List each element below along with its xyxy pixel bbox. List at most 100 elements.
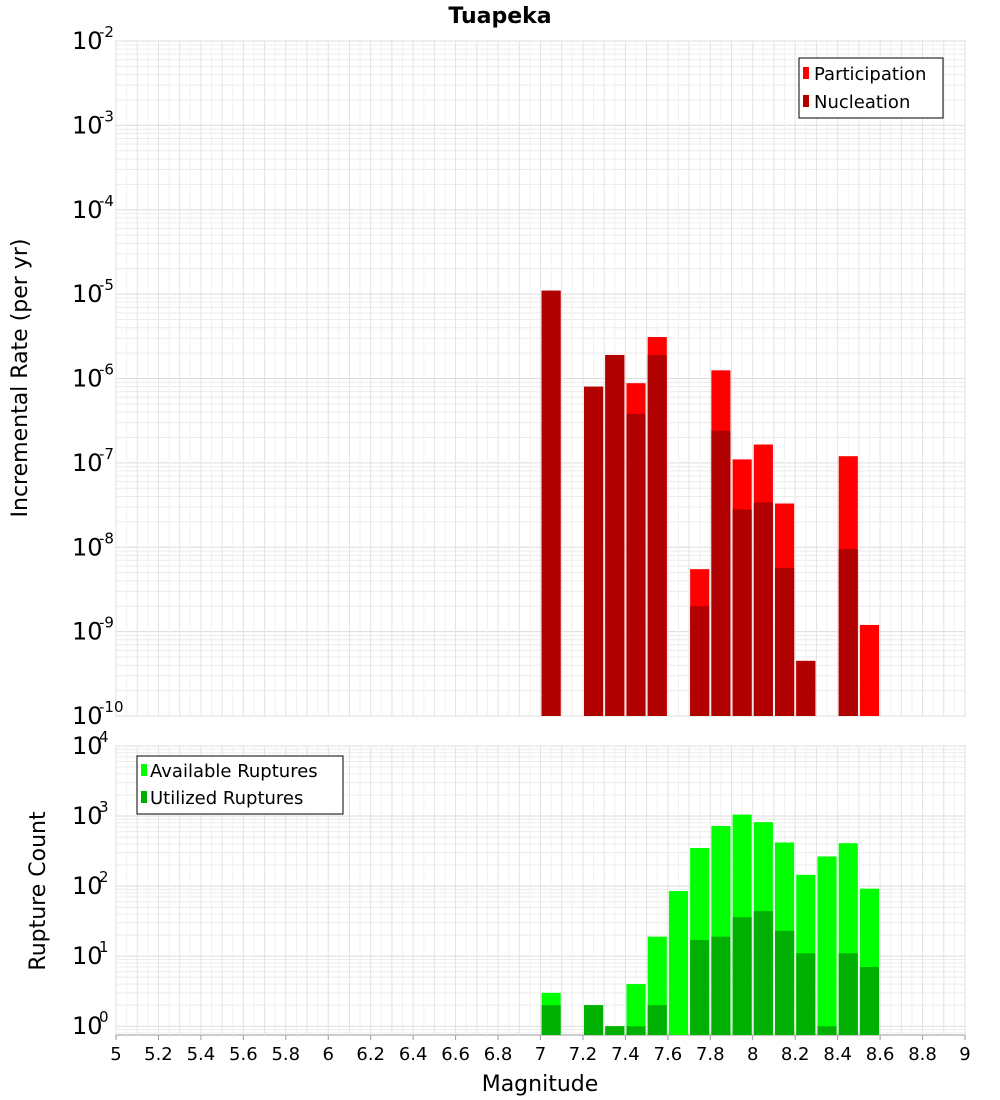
available-legend-label: Available Ruptures: [150, 761, 318, 782]
rate-bar-nucleation: [605, 354, 625, 716]
count-legend-box: [136, 755, 344, 815]
rate-y-tick-exponent: -5: [99, 276, 114, 294]
x-tick-label: 7.8: [696, 1044, 725, 1065]
x-tick-label: 8.2: [781, 1044, 810, 1065]
count-y-tick-exponent: 4: [99, 728, 109, 746]
rate-y-tick-exponent: -9: [99, 614, 114, 632]
x-axis-title: Magnitude: [482, 1072, 599, 1097]
count-bar-available-ruptures: [668, 891, 689, 1035]
rate-y-tick-exponent: -2: [99, 23, 114, 41]
rate-legend: Participation Nucleation: [798, 57, 944, 119]
participation-legend-label: Participation: [814, 64, 926, 85]
rate-y-tick-label: 10: [72, 196, 103, 224]
count-y-tick-label: 10: [72, 1012, 103, 1040]
rate-y-tick-exponent: -7: [99, 445, 114, 463]
rate-y-tick-exponent: -4: [99, 192, 114, 210]
rate-y-tick-label: 10: [72, 27, 103, 55]
rate-y-tick-exponent: -10: [99, 698, 124, 716]
rate-y-tick-exponent: -3: [99, 107, 114, 125]
x-tick-label: 6.4: [399, 1044, 428, 1065]
count-bar-available-ruptures: [626, 984, 646, 1035]
x-tick-label: 6.6: [441, 1044, 470, 1065]
count-bar-available-ruptures: [817, 856, 837, 1035]
magnitude-x-ticks: 5 5.2 5.4 5.6 5.8 6 6.2 6.4 6.6 6.8 7 7.2 7.4 7.6 7.8 8…: [110, 1035, 971, 1065]
count-bar-utilized-ruptures: [753, 911, 773, 1035]
rate-y-tick-label: 10: [72, 365, 103, 393]
nucleation-legend-swatch: [803, 95, 809, 107]
rate-bar-nucleation: [690, 606, 710, 716]
count-y-tick-exponent: 2: [99, 868, 109, 886]
count-y-tick-label: 10: [72, 732, 103, 760]
count-legend: Available Ruptures Utilized Ruptures: [136, 755, 344, 815]
nucleation-legend-label: Nucleation: [814, 92, 910, 113]
x-tick-label: 6: [323, 1044, 334, 1065]
count-bar-utilized-ruptures: [711, 936, 731, 1035]
utilized-legend-swatch: [141, 791, 147, 803]
count-y-tick-exponent: 0: [99, 1008, 109, 1026]
rate-bar-nucleation: [647, 354, 667, 716]
count-bar-utilized-ruptures: [690, 940, 710, 1035]
x-tick-label: 5.8: [271, 1044, 300, 1065]
count-y-tick-exponent: 1: [99, 938, 109, 956]
rate-y-tick-label: 10: [72, 533, 103, 561]
x-tick-label: 5.6: [229, 1044, 258, 1065]
rate-bar-nucleation: [541, 290, 561, 716]
count-bar-utilized-ruptures: [775, 930, 795, 1035]
utilized-legend-label: Utilized Ruptures: [150, 788, 303, 809]
x-tick-label: 8: [747, 1044, 758, 1065]
count-bar-utilized-ruptures: [732, 917, 752, 1035]
count-bar-utilized-ruptures: [626, 1026, 646, 1035]
rate-bars: [541, 290, 880, 716]
rate-y-tick-label: 10: [72, 280, 103, 308]
x-tick-label: 7.6: [654, 1044, 683, 1065]
count-y-tick-label: 10: [72, 802, 103, 830]
rate-bar-nucleation: [753, 502, 773, 716]
rate-y-tick-exponent: -8: [99, 529, 114, 547]
x-tick-label: 7.4: [611, 1044, 640, 1065]
rate-bar-nucleation: [796, 660, 816, 716]
rate-bar-nucleation: [711, 430, 731, 716]
x-tick-label: 5.2: [144, 1044, 173, 1065]
count-bar-utilized-ruptures: [817, 1026, 837, 1035]
count-bar-utilized-ruptures: [584, 1005, 604, 1035]
rate-y-tick-label: 10: [72, 449, 103, 477]
rate-bar-nucleation: [732, 509, 752, 716]
x-tick-label: 8.8: [908, 1044, 937, 1065]
rate-y-tick-label: 10: [72, 111, 103, 139]
rate-y-tick-label: 10: [72, 618, 103, 646]
x-tick-label: 5: [110, 1044, 121, 1065]
count-bar-utilized-ruptures: [541, 1005, 561, 1035]
x-tick-label: 9: [959, 1044, 970, 1065]
rate-bar-participation: [859, 624, 880, 716]
count-bar-utilized-ruptures: [859, 967, 880, 1035]
count-bar-utilized-ruptures: [605, 1026, 625, 1035]
rate-y-tick-label: 10: [72, 702, 103, 730]
participation-legend-swatch: [803, 67, 809, 79]
count-y-tick-label: 10: [72, 942, 103, 970]
chart-title: Tuapeka: [448, 4, 551, 29]
x-tick-label: 5.4: [187, 1044, 216, 1065]
count-bar-utilized-ruptures: [647, 1005, 667, 1035]
available-legend-swatch: [141, 764, 147, 776]
rate-y-tick-exponent: -6: [99, 361, 114, 379]
rate-y-axis-title: Incremental Rate (per yr): [8, 239, 33, 518]
count-y-tick-label: 10: [72, 872, 103, 900]
count-bars: [541, 814, 880, 1035]
x-tick-label: 7.2: [569, 1044, 598, 1065]
count-y-axis-title: Rupture Count: [26, 811, 51, 971]
x-tick-label: 8.4: [823, 1044, 852, 1065]
rate-legend-box: [798, 57, 944, 119]
count-bar-utilized-ruptures: [796, 953, 816, 1035]
x-tick-label: 7: [535, 1044, 546, 1065]
rate-bar-nucleation: [626, 413, 646, 716]
x-tick-label: 6.8: [484, 1044, 513, 1065]
rate-bar-nucleation: [838, 549, 858, 716]
x-tick-label: 8.6: [866, 1044, 895, 1065]
rate-bar-nucleation: [775, 567, 795, 716]
count-bar-utilized-ruptures: [838, 953, 858, 1035]
